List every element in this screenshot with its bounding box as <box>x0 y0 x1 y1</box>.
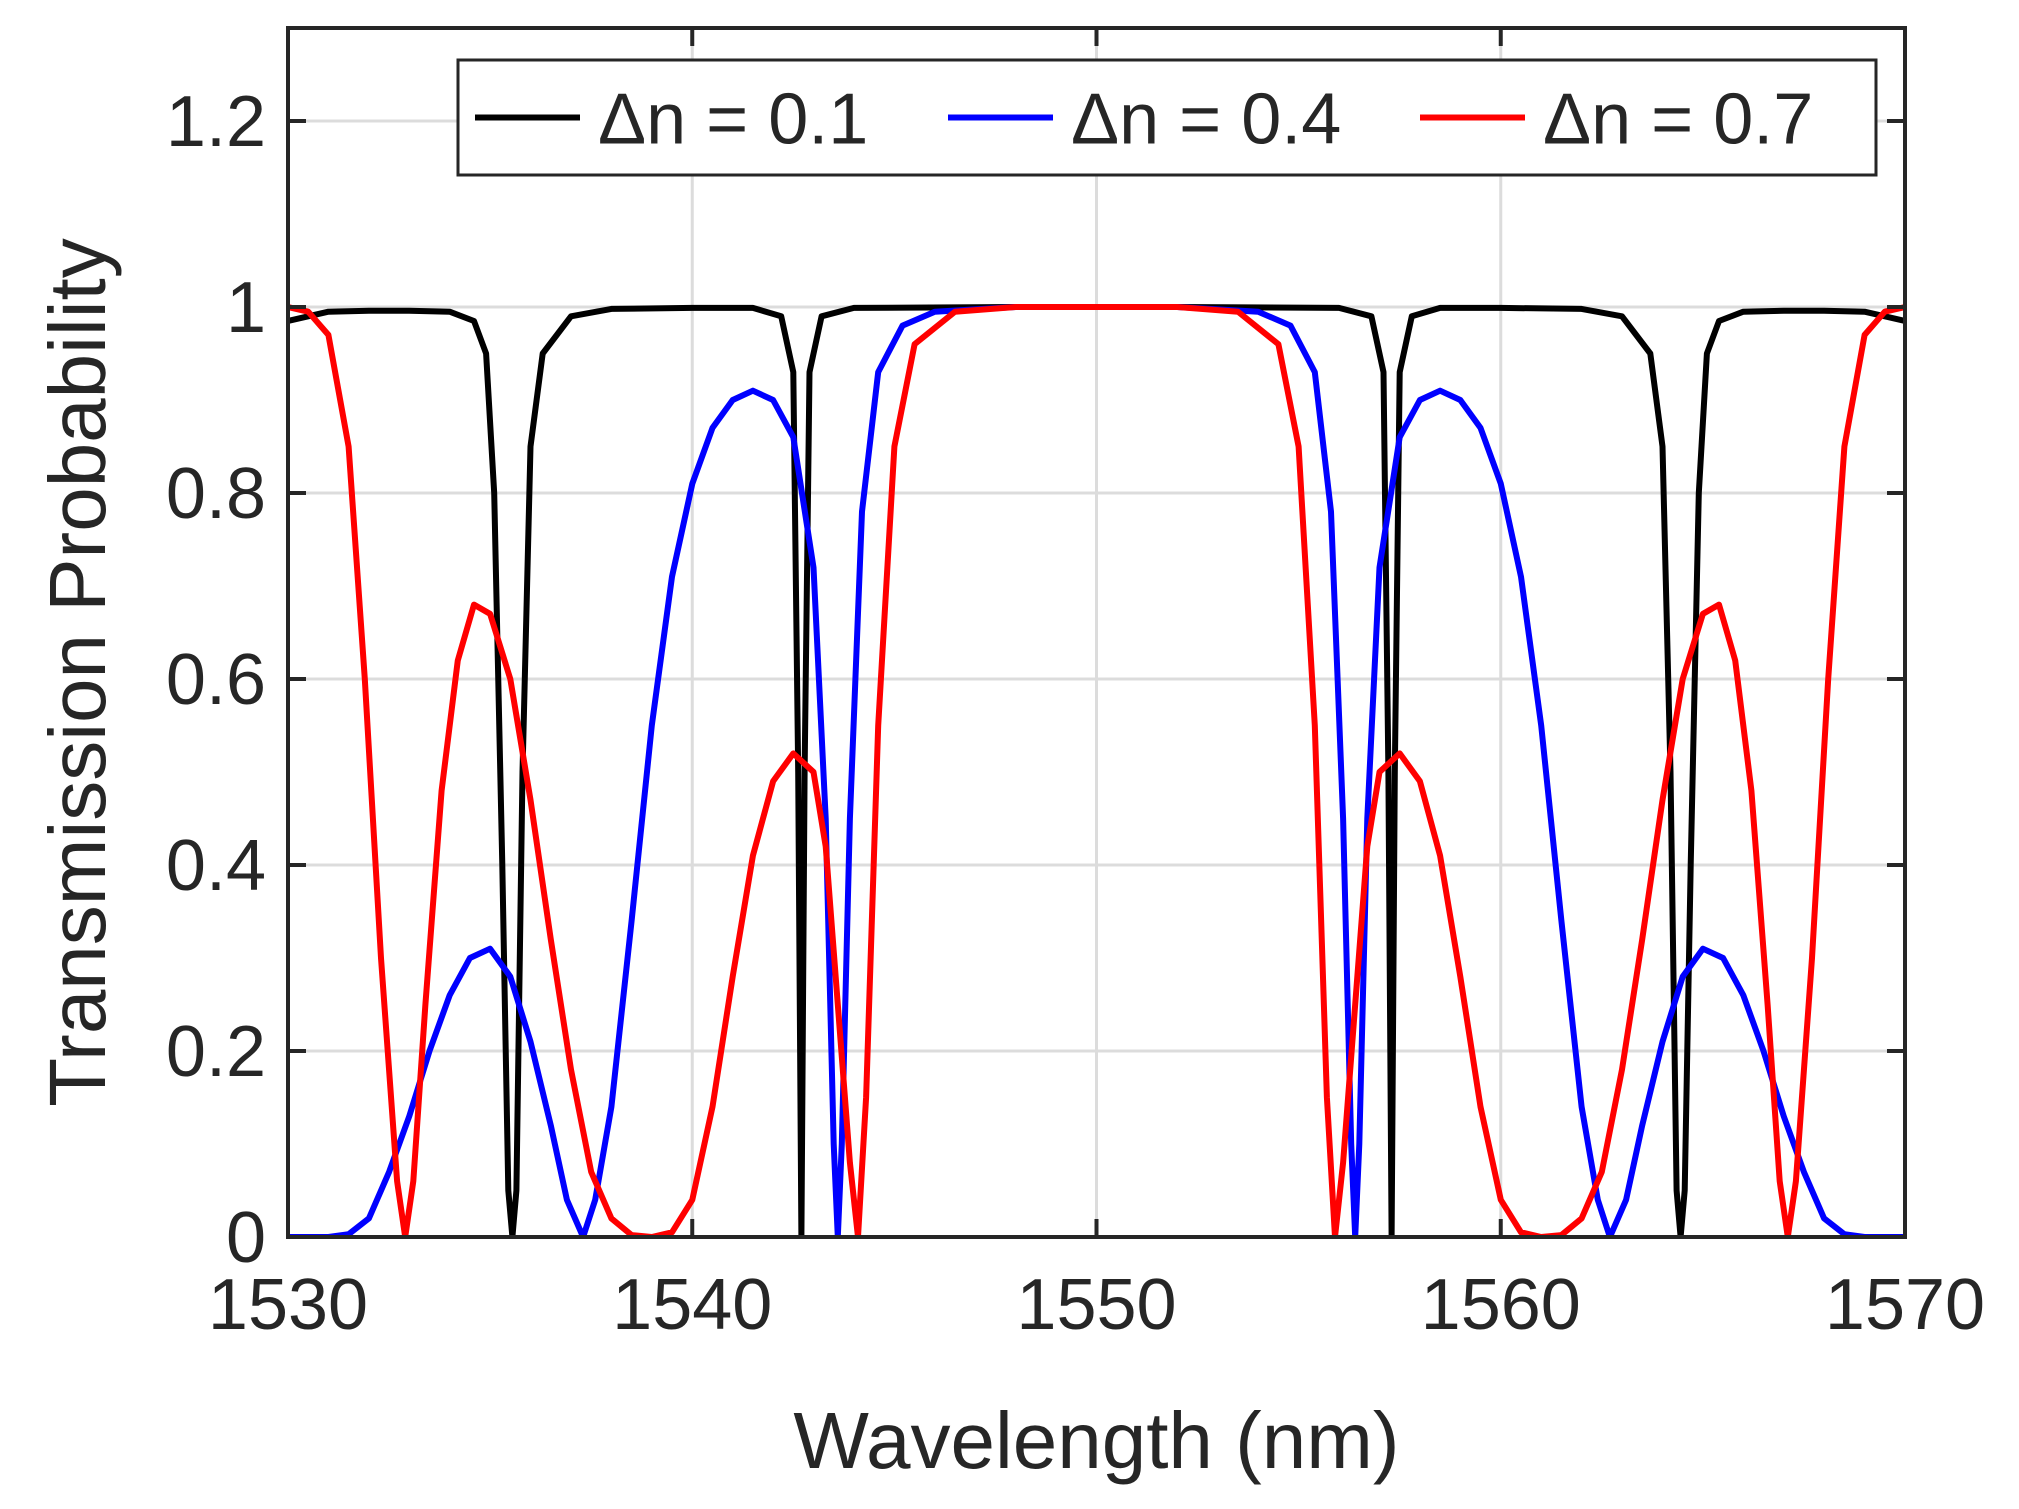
plot-area <box>288 304 1905 1237</box>
legend-label-1: Δn = 0.1 <box>598 80 868 160</box>
y-tick-label: 0.6 <box>166 640 266 720</box>
legend-box <box>456 58 1878 177</box>
y-axis-label: Transmission Probability <box>33 238 122 1106</box>
y-tick-label: 1 <box>226 268 266 348</box>
x-tick-label: 1540 <box>612 1265 772 1345</box>
y-tick-label: 0.8 <box>166 454 266 534</box>
y-tick-label: 0.2 <box>166 1012 266 1092</box>
y-tick-label: 0 <box>226 1198 266 1278</box>
legend-label-2: Δn = 0.4 <box>1071 80 1341 160</box>
x-tick-label: 1570 <box>1825 1265 1985 1345</box>
x-tick-label: 1530 <box>208 1265 368 1345</box>
series-line-3 <box>288 304 1905 1237</box>
x-tick-label: 1550 <box>1016 1265 1176 1345</box>
legend-label-3: Δn = 0.7 <box>1543 80 1813 160</box>
legend: Δn = 0.1 Δn = 0.4 Δn = 0.7 <box>456 58 1878 177</box>
x-tick-label: 1560 <box>1421 1265 1581 1345</box>
ticks <box>286 28 1907 1239</box>
x-axis-label: Wavelength (nm) <box>793 1396 1399 1485</box>
tick-labels: 1530 1540 1550 1560 1570 0 0.2 0.4 0.6 0.8 1 1.2 <box>166 82 1985 1345</box>
series-group <box>288 304 1905 1237</box>
y-tick-label: 1.2 <box>166 82 266 162</box>
y-tick-label: 0.4 <box>166 826 266 906</box>
